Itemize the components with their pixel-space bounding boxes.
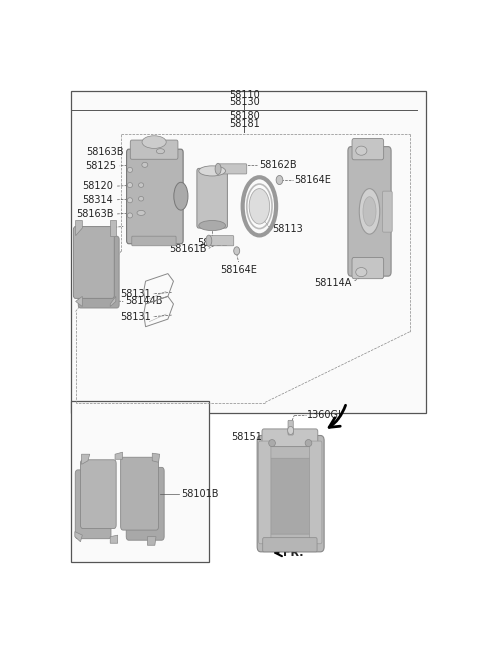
Polygon shape <box>82 454 90 464</box>
FancyBboxPatch shape <box>71 91 426 413</box>
Ellipse shape <box>127 198 132 203</box>
Text: 1360GJ: 1360GJ <box>307 410 342 420</box>
Text: 58110: 58110 <box>229 89 260 99</box>
FancyBboxPatch shape <box>263 537 317 552</box>
FancyBboxPatch shape <box>348 147 391 276</box>
Ellipse shape <box>269 440 276 447</box>
FancyBboxPatch shape <box>288 420 293 435</box>
Ellipse shape <box>356 267 367 277</box>
Polygon shape <box>147 537 156 545</box>
FancyBboxPatch shape <box>210 236 234 246</box>
Text: 58112: 58112 <box>197 238 228 248</box>
FancyBboxPatch shape <box>219 164 247 174</box>
FancyBboxPatch shape <box>197 168 228 228</box>
FancyBboxPatch shape <box>257 436 324 552</box>
Ellipse shape <box>215 164 221 175</box>
Text: 58151B: 58151B <box>231 432 269 442</box>
Ellipse shape <box>142 136 166 148</box>
Polygon shape <box>110 296 116 306</box>
Ellipse shape <box>127 213 132 218</box>
Text: 58163B: 58163B <box>76 209 113 219</box>
Text: 58180: 58180 <box>229 111 260 122</box>
Ellipse shape <box>305 440 312 447</box>
FancyBboxPatch shape <box>73 227 114 298</box>
Ellipse shape <box>234 247 240 255</box>
Ellipse shape <box>276 175 283 185</box>
FancyBboxPatch shape <box>262 429 318 447</box>
Text: 58181: 58181 <box>229 119 260 129</box>
Ellipse shape <box>359 189 380 234</box>
FancyBboxPatch shape <box>310 441 322 544</box>
FancyBboxPatch shape <box>269 459 312 534</box>
FancyBboxPatch shape <box>78 236 119 308</box>
FancyBboxPatch shape <box>132 236 176 246</box>
FancyBboxPatch shape <box>352 258 384 279</box>
Ellipse shape <box>139 183 144 187</box>
Ellipse shape <box>288 426 294 434</box>
Polygon shape <box>110 535 118 543</box>
Text: 58114A: 58114A <box>315 278 352 288</box>
Polygon shape <box>152 453 160 463</box>
Text: 58125: 58125 <box>85 161 116 171</box>
Ellipse shape <box>127 183 132 188</box>
Polygon shape <box>76 296 83 306</box>
Polygon shape <box>110 221 116 236</box>
FancyBboxPatch shape <box>259 441 271 544</box>
Polygon shape <box>115 452 122 459</box>
Ellipse shape <box>249 189 270 224</box>
Ellipse shape <box>156 148 165 154</box>
Polygon shape <box>76 221 83 236</box>
FancyBboxPatch shape <box>383 191 392 232</box>
Text: 58164E: 58164E <box>294 175 331 185</box>
Text: 58120: 58120 <box>83 181 113 191</box>
Text: 58314: 58314 <box>83 194 113 205</box>
Ellipse shape <box>206 235 212 246</box>
FancyBboxPatch shape <box>352 139 384 160</box>
Text: 58101B: 58101B <box>181 489 218 499</box>
Text: 58161B: 58161B <box>169 244 207 254</box>
Text: 58164E: 58164E <box>220 265 257 275</box>
Ellipse shape <box>363 196 376 226</box>
Text: 58144B: 58144B <box>125 296 163 306</box>
FancyBboxPatch shape <box>71 401 209 562</box>
FancyBboxPatch shape <box>120 457 158 530</box>
FancyBboxPatch shape <box>126 467 164 540</box>
Text: 58163B: 58163B <box>86 147 123 157</box>
Text: 58130: 58130 <box>229 97 260 107</box>
FancyBboxPatch shape <box>130 140 178 159</box>
Text: 58131: 58131 <box>120 311 151 322</box>
FancyBboxPatch shape <box>75 470 111 539</box>
Ellipse shape <box>127 168 132 172</box>
Text: 58131: 58131 <box>120 289 151 299</box>
Text: FR.: FR. <box>283 549 304 558</box>
Ellipse shape <box>356 146 367 155</box>
Ellipse shape <box>137 210 145 215</box>
FancyBboxPatch shape <box>81 460 116 529</box>
Ellipse shape <box>174 182 188 210</box>
Text: 58113: 58113 <box>272 224 303 234</box>
Ellipse shape <box>139 196 144 201</box>
Ellipse shape <box>142 162 148 168</box>
Text: 58162B: 58162B <box>259 160 297 170</box>
Polygon shape <box>75 532 83 542</box>
FancyBboxPatch shape <box>127 149 183 244</box>
Text: 58144B: 58144B <box>125 221 163 231</box>
Ellipse shape <box>199 221 226 231</box>
Ellipse shape <box>199 166 226 176</box>
